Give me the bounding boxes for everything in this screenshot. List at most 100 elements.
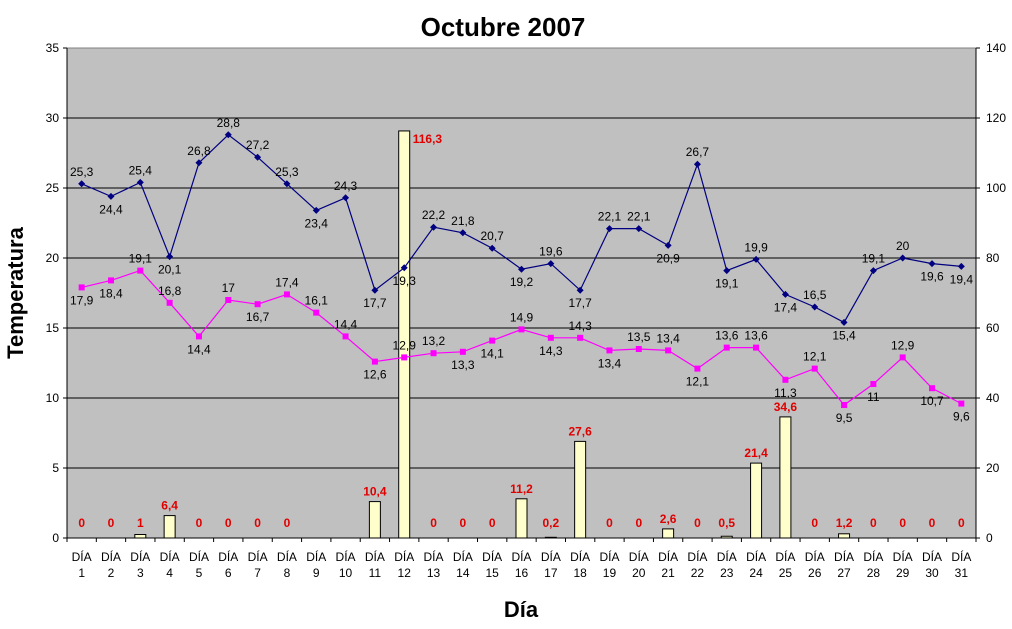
min-point (313, 309, 320, 316)
max-point (312, 206, 320, 214)
rain-label: 0 (78, 516, 85, 530)
x-tick-label: DÍA (482, 549, 502, 564)
min-point (518, 326, 525, 333)
max-label: 23,4 (305, 216, 329, 230)
x-tick-label: 15 (485, 566, 499, 580)
x-tick-label: DÍA (951, 549, 971, 564)
max-label: 19,9 (744, 240, 768, 254)
max-point (371, 286, 379, 294)
rain-label: 0,5 (718, 516, 735, 530)
x-tick-label: 16 (515, 566, 529, 580)
max-label: 26,7 (686, 145, 710, 159)
max-label: 25,3 (275, 165, 299, 179)
rain-label: 0 (430, 516, 437, 530)
max-point (752, 255, 760, 263)
min-label: 14,9 (510, 310, 534, 324)
min-label: 14,4 (334, 317, 358, 331)
x-tick-label: 18 (573, 566, 587, 580)
rain-label: 0 (694, 516, 701, 530)
max-point (576, 286, 584, 294)
x-axis: DÍA 1 DÍA 2 DÍA 3 DÍA 4 DÍA 5 DÍA 6 DÍA 7 DÍA 8 DÍA 9 DÍA 1… (66, 537, 977, 580)
max-point (78, 180, 86, 188)
min-label: 16,8 (158, 284, 182, 298)
x-tick-label: DÍA (863, 549, 883, 564)
rain-label: 116,3 (413, 132, 443, 146)
min-label: 14,1 (480, 347, 504, 361)
min-point (577, 334, 584, 341)
rain-label: 0 (635, 516, 642, 530)
x-tick-label: DÍA (570, 549, 590, 564)
min-point (723, 344, 730, 351)
min-label: 13,6 (744, 329, 768, 343)
max-label: 19,6 (920, 270, 944, 284)
min-label: 11,3 (774, 386, 797, 400)
rain-label: 21,4 (744, 446, 768, 460)
min-point (107, 277, 114, 284)
min-point (254, 301, 261, 308)
x-tick-label: 11 (369, 566, 382, 580)
min-label: 14,4 (187, 342, 211, 356)
min-label: 17,4 (275, 275, 299, 289)
y-tick-label: 35 (46, 41, 60, 55)
max-label: 20,9 (656, 251, 680, 265)
x-tick-label: DÍA (834, 549, 854, 564)
rain-label: 2,6 (660, 512, 677, 526)
min-point (166, 299, 173, 306)
max-label: 19,3 (393, 274, 417, 288)
min-point (78, 284, 85, 291)
max-label: 25,4 (129, 163, 153, 177)
min-label: 12,9 (393, 338, 417, 352)
x-tick-label: 13 (427, 566, 441, 580)
x-tick-label: DÍA (336, 549, 356, 564)
x-tick-label: 30 (925, 566, 939, 580)
min-point (899, 354, 906, 361)
y-tick-label: 30 (46, 111, 60, 125)
x-tick-label: 12 (398, 566, 412, 580)
rain-label: 27,6 (568, 424, 592, 438)
x-tick-label: 27 (837, 566, 851, 580)
rain-label: 11,2 (510, 482, 533, 496)
temperature-lines (78, 131, 965, 408)
rain-bar (163, 515, 176, 539)
x-tick-label: DÍA (394, 549, 414, 564)
rain-label: 1 (137, 516, 144, 530)
min-point (929, 385, 936, 392)
left-axis: 0 5 10 15 20 25 30 35 (46, 41, 68, 545)
max-label: 27,2 (246, 138, 270, 152)
min-label: 16,1 (305, 294, 329, 308)
x-tick-label: DÍA (775, 549, 795, 564)
rain-bar (662, 528, 675, 539)
y2-tick-label: 0 (986, 531, 993, 545)
max-label: 20 (896, 239, 910, 253)
x-tick-label: DÍA (277, 549, 297, 564)
rain-label: 0 (225, 516, 232, 530)
max-point (459, 229, 467, 237)
rain-bar (838, 533, 851, 539)
x-tick-label: DÍA (511, 549, 531, 564)
rain-label: 0 (254, 516, 261, 530)
x-tick-label: 10 (339, 566, 353, 580)
y-axis-title: Temperatura (3, 226, 28, 358)
min-label: 13,4 (598, 356, 622, 370)
max-point (840, 318, 848, 326)
max-label: 19,1 (715, 277, 739, 291)
x-axis-title: Día (504, 597, 539, 622)
x-tick-label: DÍA (72, 549, 92, 564)
min-point (841, 402, 848, 408)
min-point (606, 347, 613, 354)
max-point (283, 180, 291, 188)
max-point (224, 131, 232, 139)
x-tick-label: 26 (808, 566, 822, 580)
x-tick-label: 1 (78, 566, 85, 580)
min-point (753, 344, 760, 351)
right-axis: 0 20 40 60 80 100 120 140 (975, 41, 1006, 545)
x-tick-label: DÍA (922, 549, 942, 564)
max-label: 17,7 (363, 296, 387, 310)
x-tick-label: 23 (720, 566, 734, 580)
min-label: 9,5 (836, 411, 853, 425)
max-label: 16,5 (803, 288, 827, 302)
x-tick-label: 29 (896, 566, 910, 580)
min-point (694, 365, 701, 372)
rain-label: 0 (899, 516, 906, 530)
